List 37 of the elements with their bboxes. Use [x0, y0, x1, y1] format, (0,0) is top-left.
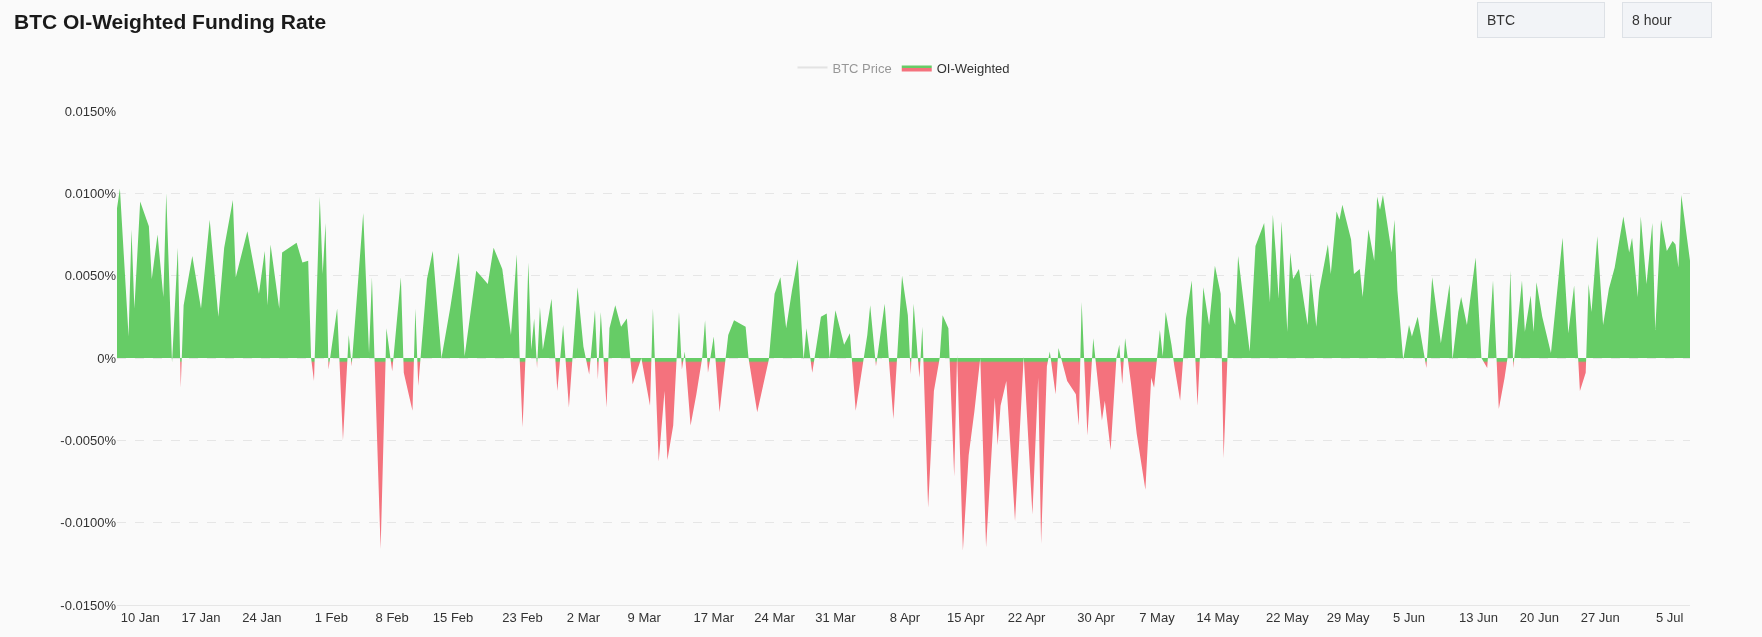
legend-label: BTC Price	[832, 60, 892, 76]
x-tick-label: 2 Mar	[566, 609, 601, 625]
x-tick-label: 5 Jul	[1655, 609, 1684, 625]
x-tick-label: 7 May	[1139, 609, 1176, 625]
y-tick-label: -0.0050%	[60, 432, 117, 448]
x-tick-label: 22 May	[1266, 609, 1310, 625]
x-tick-label: 13 Jun	[1459, 609, 1499, 625]
x-tick-label: 17 Jan	[181, 609, 221, 625]
y-tick-label: -0.0150%	[60, 597, 117, 613]
y-tick-label: -0.0100%	[60, 515, 117, 531]
y-tick-label: 0.0100%	[64, 185, 117, 201]
legend-label: OI-Weighted	[936, 60, 1010, 76]
y-tick-label: 0.0150%	[64, 103, 117, 119]
x-tick-label: 14 May	[1196, 609, 1240, 625]
text: 8 hour	[1632, 12, 1673, 28]
x-tick-label: 24 Mar	[754, 609, 796, 625]
text: BTC	[1487, 12, 1515, 28]
x-tick-label: 8 Feb	[375, 609, 409, 625]
x-tick-label: 9 Mar	[627, 609, 662, 625]
x-tick-label: 10 Jan	[120, 609, 160, 625]
x-tick-label: 27 Jun	[1580, 609, 1620, 625]
y-tick-label: 0%	[97, 350, 117, 366]
x-tick-label: 22 Apr	[1007, 609, 1047, 625]
x-tick-label: 15 Feb	[432, 609, 474, 625]
x-tick-label: 29 May	[1326, 609, 1370, 625]
x-tick-label: 24 Jan	[242, 609, 282, 625]
x-tick-label: 23 Feb	[502, 609, 543, 625]
x-tick-label: 15 Apr	[946, 609, 986, 625]
x-tick-label: 17 Mar	[693, 609, 735, 625]
y-tick-label: 0.0050%	[64, 268, 117, 284]
x-tick-label: 20 Jun	[1519, 609, 1559, 625]
x-tick-label: 30 Apr	[1077, 609, 1116, 625]
chart-title: BTC OI-Weighted Funding Rate	[14, 10, 327, 34]
x-tick-label: 1 Feb	[314, 609, 348, 625]
x-tick-label: 31 Mar	[815, 609, 857, 625]
x-tick-label: 8 Apr	[889, 609, 921, 625]
x-tick-label: 5 Jun	[1393, 609, 1425, 625]
